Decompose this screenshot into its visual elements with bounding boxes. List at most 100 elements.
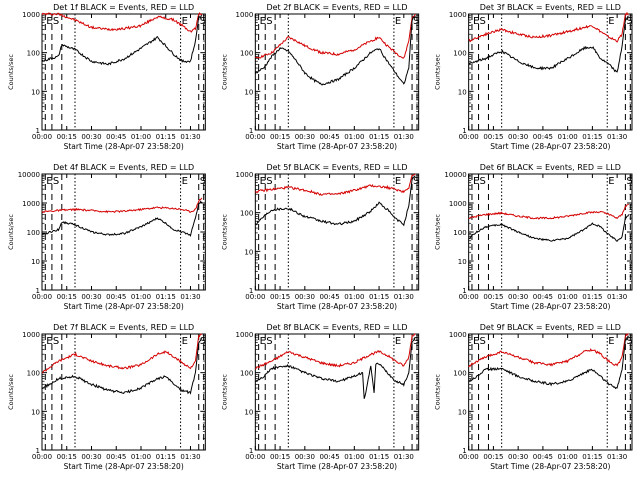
- y-tick-label: 1: [36, 287, 40, 295]
- y-tick-label: 10: [244, 248, 253, 256]
- x-tick-label: 01:15: [582, 133, 602, 141]
- y-tick-label: 100: [27, 229, 40, 237]
- y-tick-label: 1000: [236, 331, 254, 339]
- x-tick-label: 00:15: [57, 453, 77, 461]
- plot-frame: [41, 13, 206, 131]
- y-tick-label: 1000: [449, 200, 467, 208]
- event-rate-series-line: [468, 15, 630, 73]
- event-rate-series-line: [41, 337, 203, 395]
- panel-title: Det 6f BLACK = Events, RED = LLD: [480, 163, 621, 172]
- x-tick-label: 01:30: [180, 293, 200, 301]
- event-rate-series-line: [41, 200, 203, 237]
- y-axis-label: Counts/sec: [434, 214, 442, 250]
- x-tick-label: 01:00: [131, 293, 151, 301]
- plot-frame: [41, 333, 206, 451]
- y-tick-label: 1000: [22, 331, 40, 339]
- x-tick-label: 01:00: [131, 453, 151, 461]
- panel-3: Det 3f BLACK = Events, RED = LLD 1 10 100 10…: [434, 3, 633, 151]
- y-tick-label: 100: [453, 50, 466, 58]
- y-axis-label: Counts/sec: [7, 214, 15, 250]
- x-tick-label: 00:15: [483, 453, 503, 461]
- event-rate-series-line: [41, 15, 202, 66]
- y-tick-label: 100: [240, 370, 253, 378]
- panel-6: Det 6f BLACK = Events, RED = LLD 1 10 100 10…: [434, 163, 633, 311]
- x-tick-label: 01:30: [180, 453, 200, 461]
- x-axis-label: Start Time (28-Apr-07 23:58:20): [490, 462, 610, 471]
- panel-9: Det 9f BLACK = Events, RED = LLD 1 10 100 10…: [434, 323, 633, 471]
- y-tick-label: 10: [244, 408, 253, 416]
- x-tick-label: 00:00: [459, 293, 479, 301]
- y-tick-label: 1: [249, 127, 253, 135]
- x-tick-label: 00:00: [245, 133, 265, 141]
- event-marker-label: E: [608, 336, 614, 347]
- x-tick-label: 00:15: [270, 293, 290, 301]
- event-marker-label: E: [395, 176, 401, 187]
- panel-2: Det 2f BLACK = Events, RED = LLD 1 10 100 10…: [220, 3, 419, 151]
- x-tick-label: 00:30: [295, 453, 315, 461]
- event-marker-label: E: [473, 176, 479, 187]
- event-marker-label: S: [480, 176, 486, 187]
- x-tick-label: 00:45: [319, 133, 339, 141]
- y-axis-label: Counts/sec: [434, 54, 442, 90]
- x-tick-label: 00:15: [57, 133, 77, 141]
- y-tick-label: 10: [458, 258, 467, 266]
- panel-7: Det 7f BLACK = Events, RED = LLD 1 10 100 10…: [7, 323, 206, 471]
- plot-frame: [254, 173, 420, 291]
- panel-title: Det 9f BLACK = Events, RED = LLD: [480, 323, 621, 332]
- event-marker-label: E: [608, 16, 614, 27]
- x-axis-label: Start Time (28-Apr-07 23:58:20): [277, 142, 397, 151]
- x-tick-label: 00:00: [32, 293, 52, 301]
- event-marker-label: S: [413, 176, 419, 187]
- event-marker-label: S: [53, 336, 59, 347]
- event-marker-label: E: [182, 176, 188, 187]
- x-tick-label: 00:00: [245, 293, 265, 301]
- x-tick-label: 01:15: [369, 133, 389, 141]
- x-tick-label: 01:30: [607, 133, 627, 141]
- y-tick-label: 1: [462, 127, 466, 135]
- x-tick-label: 01:15: [156, 293, 176, 301]
- x-tick-label: 00:30: [508, 293, 528, 301]
- x-tick-label: 01:00: [558, 293, 578, 301]
- event-marker-label: E: [395, 16, 401, 27]
- x-tick-label: 01:30: [394, 133, 414, 141]
- panel-title: Det 2f BLACK = Events, RED = LLD: [266, 3, 407, 12]
- x-tick-label: 00:15: [270, 133, 290, 141]
- y-tick-label: 10: [458, 88, 467, 96]
- panel-title: Det 7f BLACK = Events, RED = LLD: [53, 323, 194, 332]
- x-tick-label: 00:45: [533, 133, 553, 141]
- event-rate-series-line: [468, 214, 630, 242]
- x-tick-label: 00:15: [57, 293, 77, 301]
- event-rate-series-line: [255, 337, 416, 399]
- plot-frame: [468, 333, 633, 451]
- event-marker-label: S: [626, 336, 632, 347]
- x-tick-label: 01:15: [369, 293, 389, 301]
- y-tick-label: 10: [458, 408, 467, 416]
- event-marker-label: E: [395, 336, 401, 347]
- y-tick-label: 1: [462, 447, 466, 455]
- lld-rate-series-line: [254, 173, 416, 196]
- x-tick-label: 00:00: [32, 453, 52, 461]
- panel-5: Det 5f BLACK = Events, RED = LLD 1 10 100 10…: [220, 163, 419, 311]
- y-tick-label: 1: [249, 447, 253, 455]
- event-marker-label: S: [413, 336, 419, 347]
- x-axis-label: Start Time (28-Apr-07 23:58:20): [277, 462, 397, 471]
- x-tick-label: 01:30: [607, 293, 627, 301]
- event-marker-label: S: [266, 16, 272, 27]
- x-tick-label: 00:45: [106, 133, 126, 141]
- lld-rate-series-line: [255, 13, 416, 59]
- y-axis-label: Counts/sec: [220, 54, 228, 90]
- y-axis-label: Counts/sec: [434, 374, 442, 410]
- plot-frame: [254, 13, 420, 131]
- panel-title: Det 3f BLACK = Events, RED = LLD: [480, 3, 621, 12]
- y-tick-label: 10000: [18, 171, 40, 179]
- x-tick-label: 01:30: [394, 453, 414, 461]
- y-tick-label: 1000: [22, 200, 40, 208]
- y-tick-label: 10: [31, 88, 40, 96]
- x-tick-label: 01:30: [394, 293, 414, 301]
- event-marker-label: S: [626, 176, 632, 187]
- x-tick-label: 01:00: [344, 453, 364, 461]
- x-tick-label: 00:30: [295, 133, 315, 141]
- y-tick-label: 10: [244, 88, 253, 96]
- y-tick-label: 1: [249, 287, 253, 295]
- event-marker-label: S: [480, 16, 486, 27]
